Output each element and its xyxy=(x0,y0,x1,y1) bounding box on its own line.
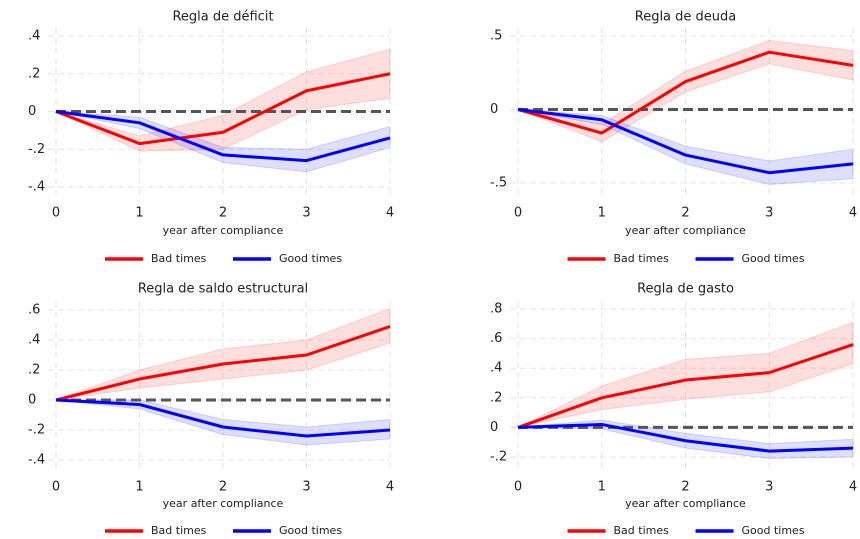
legend-label: Good times xyxy=(279,252,342,265)
series-line xyxy=(55,398,391,438)
x-tick-label: 0 xyxy=(52,206,60,221)
y-tick-label: .2 xyxy=(28,363,40,378)
series-line xyxy=(517,108,854,175)
series-line xyxy=(517,422,854,453)
x-tick-label: 4 xyxy=(386,206,394,221)
y-tick-label: 0 xyxy=(28,393,36,408)
confidence-band xyxy=(517,39,854,143)
y-tick-label: -.4 xyxy=(28,453,45,468)
series-line xyxy=(517,50,854,135)
x-tick-label: 1 xyxy=(135,206,143,221)
x-tick-label: 3 xyxy=(765,480,773,495)
y-tick-label: .4 xyxy=(28,333,40,348)
y-tick-label: .8 xyxy=(490,302,502,317)
x-tick-label: 2 xyxy=(219,206,227,221)
x-tick-label: 0 xyxy=(514,480,522,495)
x-tick-label: 2 xyxy=(681,206,689,221)
y-tick-label: 0 xyxy=(490,102,498,117)
y-tick-label: .2 xyxy=(28,66,40,81)
x-tick-label: 4 xyxy=(386,480,394,495)
y-tick-label: .4 xyxy=(28,29,40,44)
confidence-band xyxy=(517,321,854,428)
y-tick-label: -.2 xyxy=(28,142,45,157)
legend-label: Good times xyxy=(742,524,805,537)
legend-label: Bad times xyxy=(614,252,670,265)
series-line xyxy=(517,343,854,429)
y-tick-label: 0 xyxy=(28,104,36,119)
confidence-band xyxy=(55,307,391,401)
series-line xyxy=(55,72,391,146)
chart-title: Regla de déficit xyxy=(172,10,273,25)
legend-label: Good times xyxy=(742,252,805,265)
x-tick-label: 3 xyxy=(302,480,310,495)
series-line xyxy=(55,110,391,163)
series-line xyxy=(55,325,391,402)
x-tick-label: 4 xyxy=(849,480,857,495)
chart-title: Regla de saldo estructural xyxy=(138,282,308,297)
y-tick-label: .2 xyxy=(490,390,502,405)
y-tick-label: -.2 xyxy=(28,423,45,438)
x-tick-label: 2 xyxy=(219,480,227,495)
x-tick-label: 3 xyxy=(302,206,310,221)
x-axis-label: year after compliance xyxy=(163,224,284,237)
chart-title: Regla de deuda xyxy=(635,10,737,25)
legend-label: Bad times xyxy=(151,524,207,537)
x-tick-label: 4 xyxy=(849,206,857,221)
y-tick-label: 0 xyxy=(490,420,498,435)
x-tick-label: 1 xyxy=(598,480,606,495)
y-tick-label: -.4 xyxy=(28,180,45,195)
legend-label: Good times xyxy=(279,524,342,537)
y-tick-label: .5 xyxy=(490,29,502,44)
x-tick-label: 1 xyxy=(598,206,606,221)
x-axis-label: year after compliance xyxy=(163,497,284,510)
x-tick-label: 2 xyxy=(681,480,689,495)
y-tick-label: .4 xyxy=(490,361,502,376)
y-tick-label: -.2 xyxy=(490,450,507,465)
y-tick-label: -.5 xyxy=(490,176,507,191)
y-tick-label: .6 xyxy=(490,331,502,346)
legend-label: Bad times xyxy=(151,252,207,265)
chart-title: Regla de gasto xyxy=(637,282,734,297)
x-axis-label: year after compliance xyxy=(625,224,746,237)
confidence-band xyxy=(55,399,391,446)
x-axis-label: year after compliance xyxy=(625,497,746,510)
y-tick-label: .6 xyxy=(28,303,40,318)
confidence-band xyxy=(55,111,391,173)
x-tick-label: 3 xyxy=(765,206,773,221)
x-tick-label: 1 xyxy=(135,480,143,495)
x-tick-label: 0 xyxy=(52,480,60,495)
legend-label: Bad times xyxy=(614,524,670,537)
x-tick-label: 0 xyxy=(514,206,522,221)
